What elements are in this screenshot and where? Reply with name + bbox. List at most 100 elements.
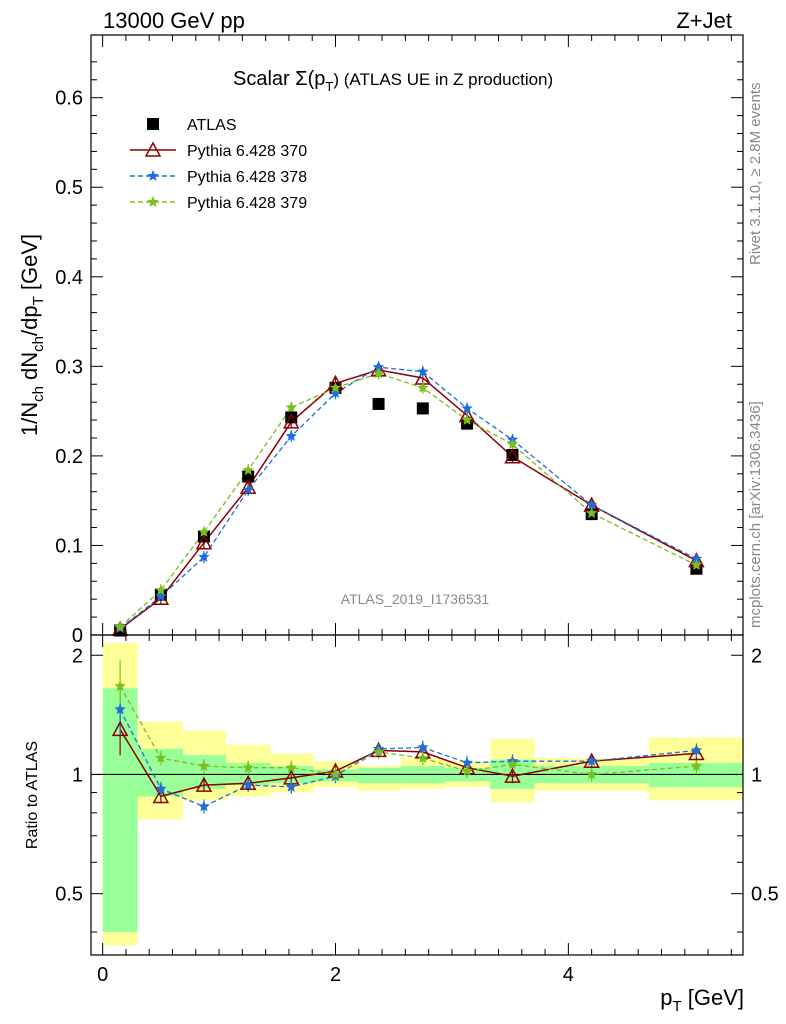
x-tick-label: 4 — [563, 964, 574, 986]
ratio-point-s0-2 — [195, 776, 213, 792]
main-y-tick-label: 0.6 — [55, 88, 83, 110]
ratio-point-s2-2 — [198, 760, 210, 771]
ratio-series-line-0 — [119, 728, 697, 798]
main-point-s0-9 — [506, 449, 519, 461]
main-point-s3-10 — [585, 507, 598, 519]
main-plot-panel: 0 0.1 0.2 0.3 0.4 0.5 0.6 Scalar Σ(pT) (ATLAS … — [17, 34, 744, 647]
main-y-tick-label: 0 — [72, 625, 83, 647]
main-point-s3-9 — [506, 438, 519, 450]
ratio-point-s2-10 — [585, 768, 598, 780]
ratio-point-s2-3 — [242, 761, 254, 773]
main-y-tick-label: 0.4 — [55, 267, 83, 289]
ratio-plot-frame — [90, 634, 744, 956]
x-tick-label: 0 — [97, 964, 108, 986]
ratio-y-tick-label-right: 1 — [751, 764, 762, 786]
main-point-s2-3 — [242, 483, 254, 495]
ratio-point-s2-7 — [417, 752, 429, 763]
main-point-s1-3 — [239, 478, 257, 494]
ratio-point-s1-0 — [114, 703, 126, 715]
main-point-s2-11 — [690, 552, 703, 564]
ratio-point-s1-11 — [690, 744, 703, 756]
ratio-point-s0-9 — [504, 767, 521, 783]
ratio-point-s2-4 — [285, 761, 297, 773]
main-series-line-1 — [119, 369, 697, 630]
legend-marker-2 — [147, 170, 159, 181]
ratio-point-s1-10 — [585, 755, 598, 767]
ratio-y-tick-label-right: 0.5 — [751, 884, 779, 906]
legend-marker-3 — [147, 196, 159, 207]
header-left: 13000 GeV pp — [103, 8, 245, 33]
ratio-point-s2-1 — [155, 752, 167, 763]
main-point-s3-6 — [372, 367, 385, 379]
ratio-point-s0-3 — [239, 774, 257, 791]
main-y-axis-label: 1/Nch dNch/dpT [GeV] — [17, 234, 47, 436]
ratio-point-s2-9 — [506, 758, 519, 770]
main-point-s2-2 — [198, 551, 210, 562]
main-point-s3-7 — [417, 381, 429, 393]
ratio-y-tick-label: 2 — [72, 645, 83, 667]
ratio-y-tick-label-right: 2 — [751, 645, 762, 667]
main-point-s0-8 — [461, 417, 474, 430]
main-point-s2-8 — [461, 402, 473, 414]
ratio-point-s1-1 — [155, 782, 167, 794]
main-y-tick-label: 0.2 — [55, 446, 83, 468]
main-point-s2-4 — [285, 430, 297, 442]
ratio-point-s2-11 — [690, 760, 703, 771]
main-point-s0-11 — [690, 562, 703, 575]
main-point-s1-9 — [504, 448, 521, 464]
main-point-s3-4 — [285, 401, 297, 413]
main-point-s2-10 — [585, 499, 598, 510]
ratio-point-s2-0 — [114, 680, 126, 692]
legend-label-2: Pythia 6.428 378 — [187, 169, 307, 186]
main-point-s2-6 — [372, 361, 385, 373]
main-series-line-3 — [119, 372, 697, 628]
ratio-y-axis-label: Ratio to ATLAS — [24, 741, 41, 849]
main-point-s3-11 — [690, 559, 703, 570]
ratio-point-s1-7 — [417, 741, 429, 753]
main-point-s3-5 — [329, 381, 342, 393]
ratio-point-s0-1 — [152, 787, 170, 804]
main-point-s2-7 — [417, 365, 429, 377]
ratio-point-s1-2 — [198, 800, 210, 812]
ratio-point-s2-5 — [329, 768, 342, 780]
ratio-y-tick-label: 0.5 — [55, 884, 83, 906]
ratio-point-s1-3 — [242, 779, 254, 790]
rivet-version-label: Rivet 3.1.10, ≥ 2.8M events — [747, 83, 764, 266]
x-tick-label: 2 — [330, 964, 341, 986]
main-point-s3-8 — [461, 414, 473, 425]
main-point-s1-4 — [283, 413, 300, 429]
ratio-series-line-2 — [119, 685, 697, 776]
legend-label-1: Pythia 6.428 370 — [187, 143, 307, 160]
mcplots-label: mcplots.cern.ch [arXiv:1306.3436] — [747, 401, 764, 628]
main-point-s1-1 — [152, 589, 170, 606]
legend-marker-0 — [147, 118, 159, 130]
x-axis-label: pT [GeV] — [660, 985, 744, 1015]
header-right: Z+Jet — [676, 8, 732, 33]
legend-label-0: ATLAS — [187, 117, 237, 134]
main-point-s3-2 — [198, 526, 210, 537]
main-point-s0-7 — [416, 402, 429, 415]
ratio-point-s2-8 — [461, 765, 473, 776]
main-point-s3-1 — [155, 584, 167, 596]
main-point-s2-1 — [155, 590, 167, 602]
legend: ATLAS Pythia 6.428 370 Pythia 6.428 378 Pyt… — [130, 117, 307, 212]
ratio-point-s1-8 — [461, 756, 473, 768]
legend-label-3: Pythia 6.428 379 — [187, 195, 307, 212]
uncertainty-band-green — [357, 767, 401, 784]
ratio-point-s1-4 — [285, 780, 297, 792]
ratio-y-tick-label: 1 — [72, 764, 83, 786]
main-point-s0-6 — [372, 397, 385, 410]
main-point-s1-2 — [195, 534, 213, 550]
legend-marker-1 — [144, 141, 162, 157]
main-series-line-2 — [119, 366, 697, 629]
ratio-plot-panel: 0.5 0.5 1 1 2 2 0 2 4 Ratio to ATLAS pT [GeV] — [24, 634, 779, 1015]
main-point-s3-3 — [242, 464, 254, 476]
main-y-tick-label: 0.1 — [55, 535, 83, 557]
ratio-point-s0-11 — [688, 744, 705, 761]
main-y-tick-label: 0.3 — [55, 356, 83, 378]
ratio-point-s2-6 — [372, 745, 385, 757]
ratio-point-s0-0 — [111, 720, 129, 737]
main-title: Scalar Σ(pT) (ATLAS UE in Z production) — [233, 68, 553, 94]
analysis-watermark: ATLAS_2019_I1736531 — [341, 591, 490, 607]
